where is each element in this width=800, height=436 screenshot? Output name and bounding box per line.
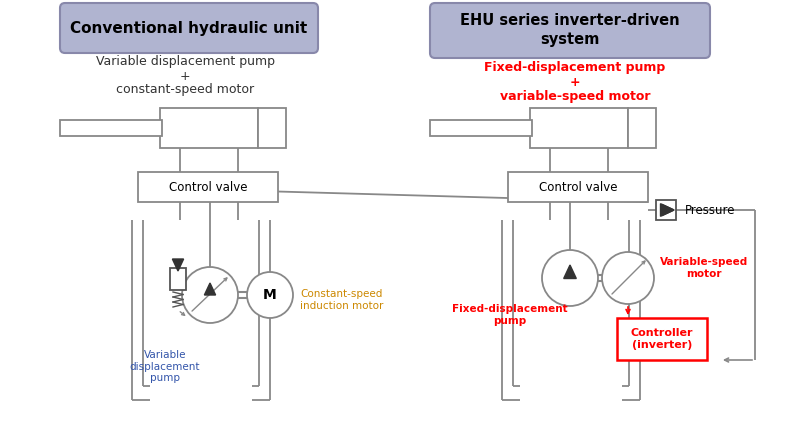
Text: Controller
(inverter): Controller (inverter) <box>630 328 694 350</box>
Circle shape <box>602 252 654 304</box>
Text: Control valve: Control valve <box>538 181 618 194</box>
Polygon shape <box>564 265 576 279</box>
Text: Fixed-displacement
pump: Fixed-displacement pump <box>452 304 568 326</box>
Bar <box>138 172 278 202</box>
FancyBboxPatch shape <box>60 3 318 53</box>
Bar <box>656 200 676 220</box>
FancyBboxPatch shape <box>430 3 710 58</box>
Polygon shape <box>661 204 674 216</box>
Circle shape <box>542 250 598 306</box>
Bar <box>617 318 707 360</box>
Text: Control valve: Control valve <box>169 181 247 194</box>
Circle shape <box>182 267 238 323</box>
Text: Fixed-displacement pump: Fixed-displacement pump <box>484 61 666 75</box>
Polygon shape <box>205 283 216 295</box>
Bar <box>170 268 186 290</box>
Text: constant-speed motor: constant-speed motor <box>116 84 254 96</box>
Bar <box>530 108 628 148</box>
Bar <box>430 120 532 136</box>
Text: Variable
displacement
pump: Variable displacement pump <box>130 350 200 383</box>
Text: Constant-speed
induction motor: Constant-speed induction motor <box>300 289 383 311</box>
Text: EHU series inverter-driven
system: EHU series inverter-driven system <box>460 13 680 48</box>
Text: Pressure: Pressure <box>685 204 735 217</box>
Text: M: M <box>263 288 277 302</box>
Text: +: + <box>180 69 190 82</box>
Text: variable-speed motor: variable-speed motor <box>500 89 650 102</box>
Circle shape <box>247 272 293 318</box>
Text: Variable-speed
motor: Variable-speed motor <box>660 257 748 279</box>
Bar <box>160 108 258 148</box>
Polygon shape <box>173 259 184 271</box>
Bar <box>60 120 162 136</box>
Polygon shape <box>662 204 674 215</box>
Text: Variable displacement pump: Variable displacement pump <box>95 55 274 68</box>
Text: Conventional hydraulic unit: Conventional hydraulic unit <box>70 20 308 35</box>
Bar <box>628 108 656 148</box>
Bar <box>258 108 286 148</box>
Text: +: + <box>570 75 580 89</box>
Bar <box>508 172 648 202</box>
